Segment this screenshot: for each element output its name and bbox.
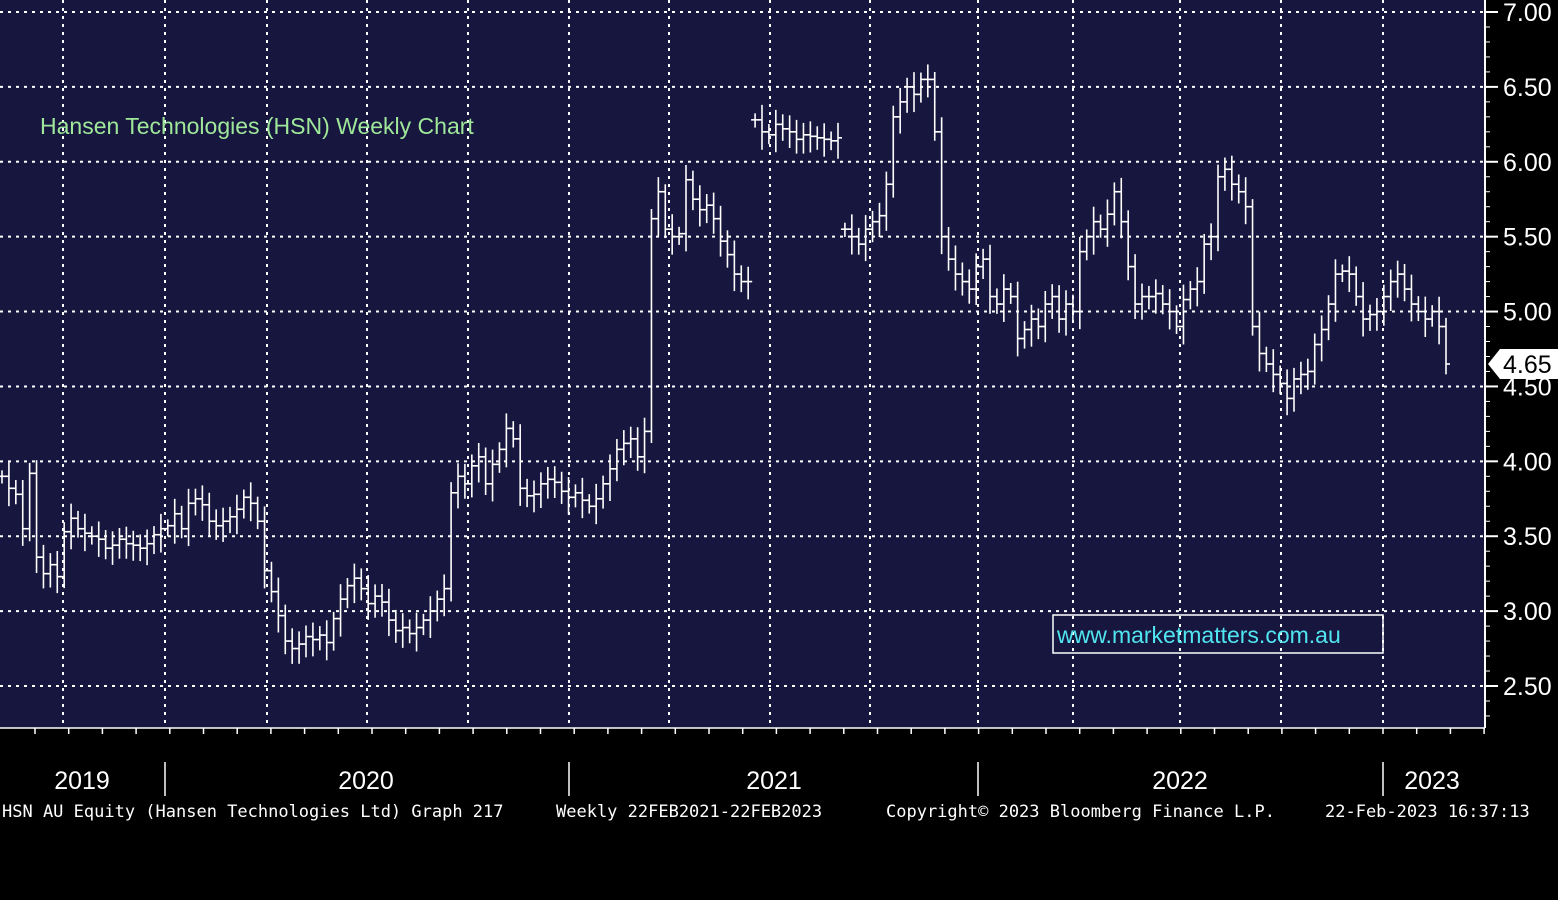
price-bars	[0, 64, 1450, 664]
price-bar	[744, 266, 753, 300]
footer-timestamp: 22-Feb-2023 16:37:13	[1325, 802, 1530, 822]
plot-background	[0, 0, 1485, 728]
y-tick-label: 3.50	[1503, 523, 1552, 551]
grid-lines	[0, 0, 1485, 728]
x-tick-label: 2021	[746, 767, 802, 795]
last-price-tag: 4.65	[1488, 348, 1558, 379]
y-tick-label: 6.50	[1503, 74, 1552, 102]
last-price-marker	[1488, 348, 1558, 379]
price-bar	[1442, 317, 1450, 375]
y-tick-label: 6.00	[1503, 149, 1552, 177]
footer-copyright: Copyright© 2023 Bloomberg Finance L.P.	[886, 802, 1275, 822]
y-tick-label: 5.00	[1503, 299, 1552, 327]
y-tick-label: 7.00	[1503, 0, 1552, 27]
last-price-label: 4.65	[1503, 351, 1552, 379]
y-tick-label: 4.00	[1503, 448, 1552, 476]
x-tick-label: 2020	[338, 767, 394, 795]
footer-period: Weekly 22FEB2021-22FEB2023	[556, 802, 823, 822]
hsn-weekly-chart: 7.006.506.005.505.004.504.003.503.002.50…	[0, 0, 1558, 796]
y-tick-label: 5.50	[1503, 224, 1552, 252]
x-axis: 2019 2020 2021 2022 2023	[0, 727, 1485, 796]
y-tick-label: 3.00	[1503, 598, 1552, 626]
y-tick-label: 2.50	[1503, 673, 1552, 701]
watermark-box: www.marketmatters.com.au	[1052, 614, 1384, 654]
x-tick-label: 2022	[1152, 767, 1208, 795]
price-bar	[834, 122, 842, 159]
watermark-text: www.marketmatters.com.au	[1056, 622, 1341, 648]
x-tick-label: 2023	[1404, 767, 1460, 795]
footer-bar: HSN AU Equity (Hansen Technologies Ltd) …	[0, 800, 1558, 828]
x-tick-label: 2019	[54, 767, 110, 795]
chart-title: Hansen Technologies (HSN) Weekly Chart	[40, 113, 474, 139]
footer-security: HSN AU Equity (Hansen Technologies Ltd) …	[2, 802, 504, 822]
